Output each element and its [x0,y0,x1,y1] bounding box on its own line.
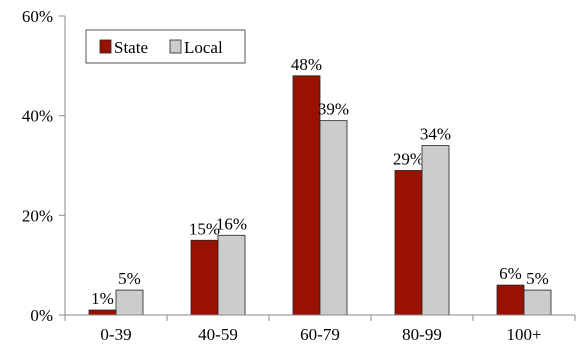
y-tick-label: 20% [22,206,53,225]
bar-state-60-79 [292,75,321,316]
bar-state-80-99 [394,170,423,316]
data-label-state-40-59: 15% [189,219,220,238]
bar-local-60-79 [319,120,348,316]
data-label-state-100+: 6% [499,264,522,283]
plot-area: 1%5%15%16%48%39%29%34%6% 5% [88,55,552,316]
x-tick-label: 0-39 [100,325,131,344]
bar-local-0-39 [115,289,144,316]
data-label-state-80-99: 29% [393,149,424,168]
bar-local-80-99 [421,145,450,316]
x-tick-label: 60-79 [300,325,340,344]
x-tick-label: 40-59 [198,325,238,344]
data-label-state-0-39: 1% [91,289,114,308]
bar-local-100+ [523,289,552,316]
x-tick-label: 80-99 [402,325,442,344]
legend-label-state: State [114,38,148,57]
x-axis: 0-39 40-59 60-79 80-99 100+ [64,314,576,344]
data-label-local-80-99: 34% [420,125,451,144]
legend-swatch-state [99,39,112,54]
legend-swatch-local [169,39,182,54]
y-axis: 0% 20% 40% 60% [22,7,66,325]
legend-box [85,29,246,64]
y-tick-label: 0% [30,306,53,325]
legend-label-local: Local [184,38,223,57]
bar-state-0-39 [88,309,117,316]
y-tick-label: 40% [22,107,53,126]
bar-state-40-59 [190,239,219,316]
legend: State Local [85,29,246,64]
bar-state-100+ [496,284,525,316]
data-label-local-100+: 5% [526,269,549,288]
data-label-local-60-79: 39% [318,100,349,119]
bar-local-40-59 [217,234,246,316]
data-label-local-0-39: 5% [118,269,141,288]
x-tick-label: 100+ [506,325,541,344]
y-tick-label: 60% [22,7,53,26]
data-label-local-40-59: 16% [216,214,247,233]
data-label-state-60-79: 48% [291,55,322,74]
